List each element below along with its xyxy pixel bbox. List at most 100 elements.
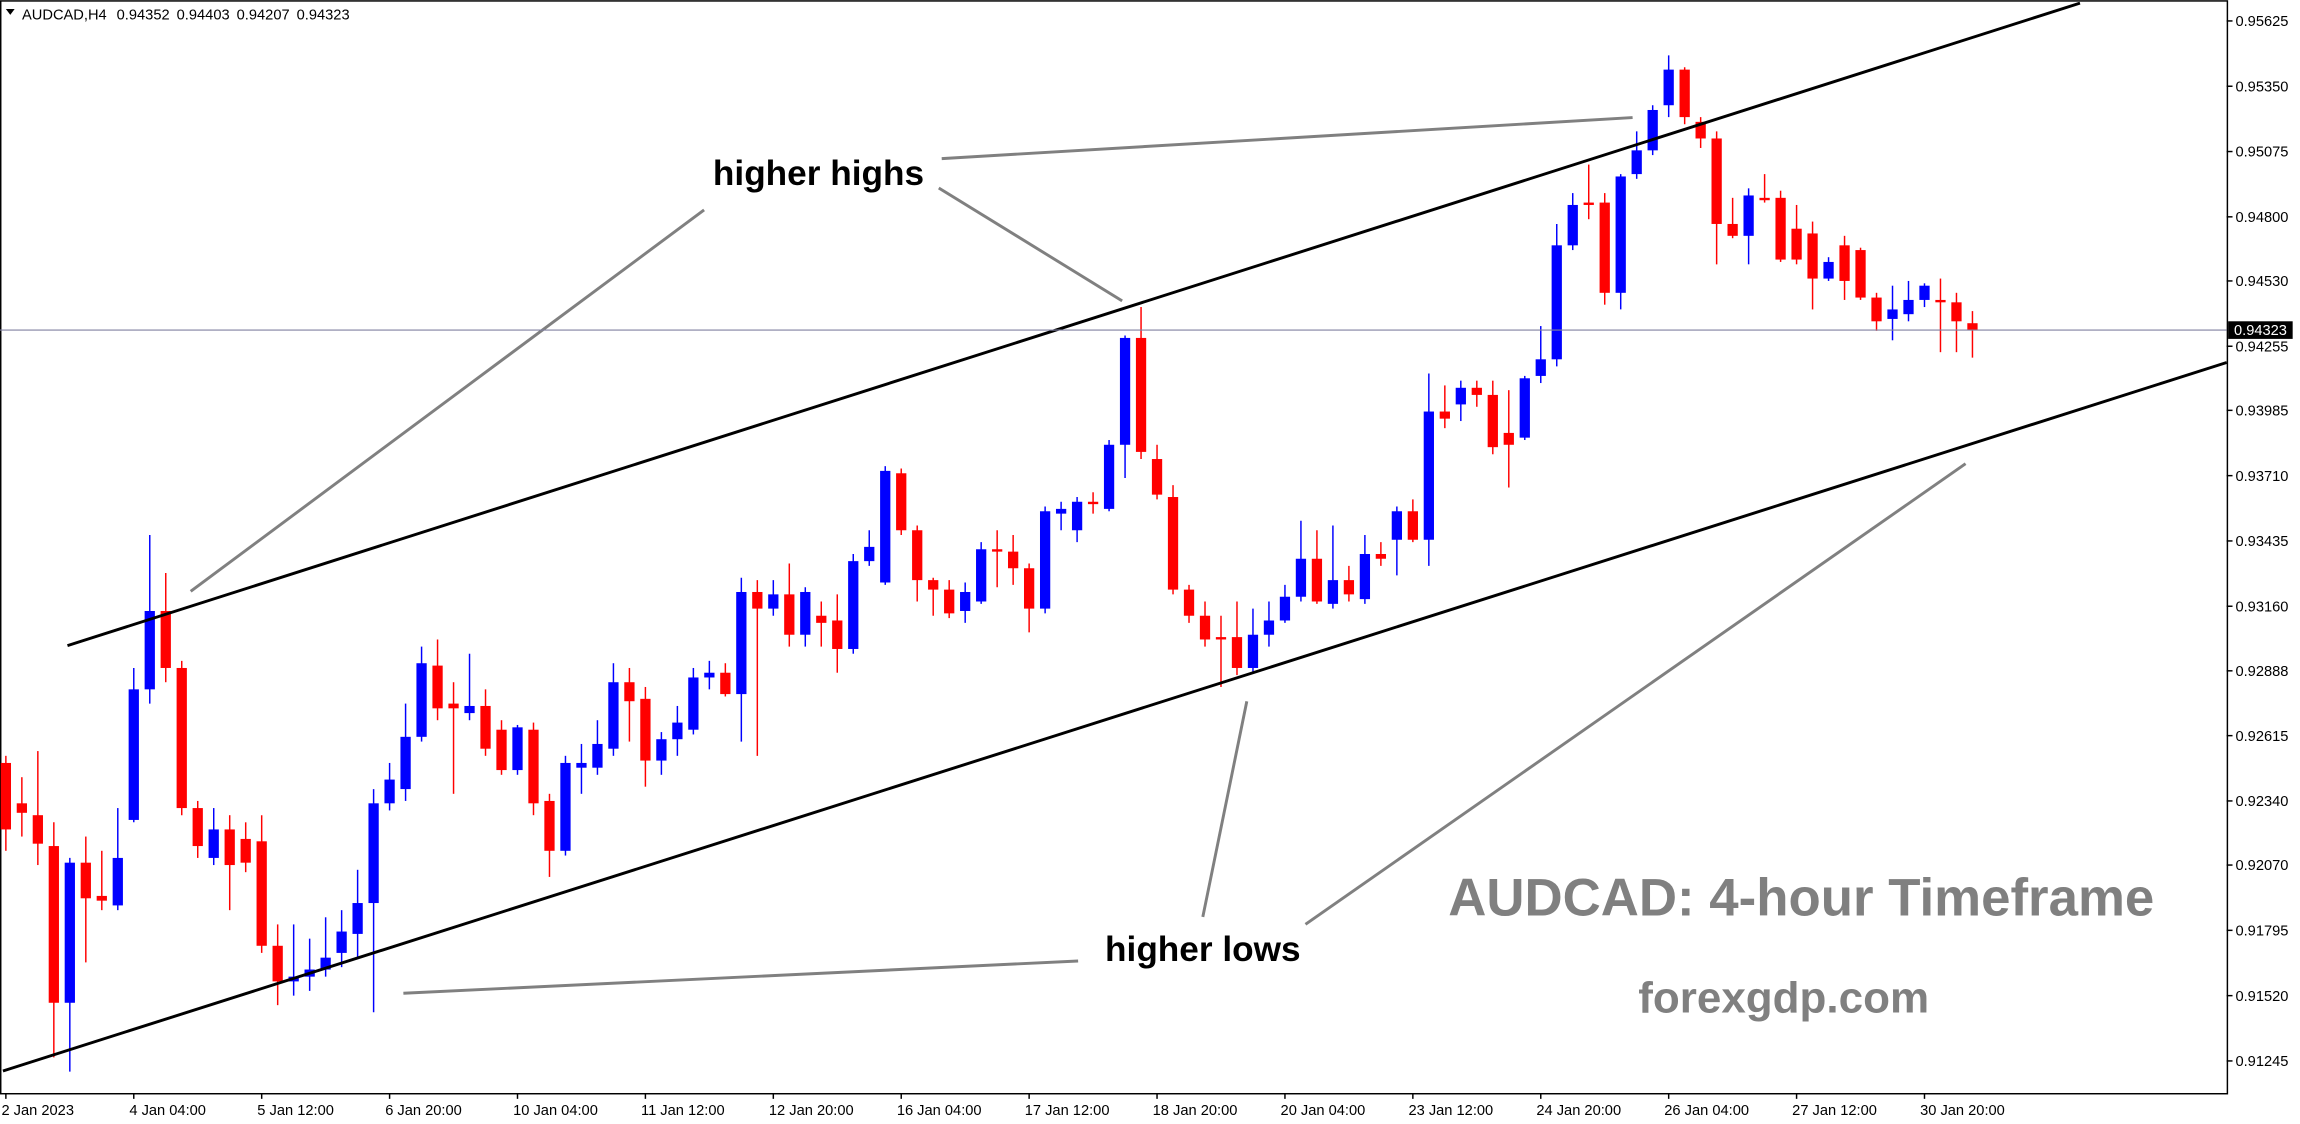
candle-body xyxy=(1247,634,1259,668)
candle-body xyxy=(1503,432,1514,445)
candle-body xyxy=(704,672,715,678)
x-tick-label: 30 Jan 20:00 xyxy=(1920,1103,2005,1119)
candle-body xyxy=(800,591,811,635)
candle-body xyxy=(1119,337,1131,445)
candle-body xyxy=(1151,459,1163,495)
candle-body xyxy=(368,803,379,904)
candle-body xyxy=(816,615,827,623)
candle-body xyxy=(0,762,12,830)
candle-body xyxy=(352,903,363,934)
candle-body xyxy=(192,808,203,847)
candle-body xyxy=(1823,261,1834,279)
header-close: 0.94323 xyxy=(297,7,350,23)
header-open: 0.94352 xyxy=(117,7,170,23)
candle-body xyxy=(1631,150,1642,175)
candle-body xyxy=(336,931,347,953)
candle-body xyxy=(1935,299,1946,303)
candle-body xyxy=(64,862,75,1003)
y-tick-label: 0.92888 xyxy=(2235,664,2288,680)
pointer-line xyxy=(941,116,1633,161)
y-tick-label: 0.93435 xyxy=(2235,534,2288,550)
candle-body xyxy=(1135,337,1147,452)
candle-body xyxy=(1487,394,1498,448)
candle-body xyxy=(400,736,411,790)
candle-body xyxy=(848,561,859,649)
y-tick-label: 0.94255 xyxy=(2235,339,2288,355)
candle-body xyxy=(1967,323,1978,331)
candle-body xyxy=(832,620,843,649)
pointers xyxy=(189,116,1967,995)
candle-body xyxy=(688,677,699,730)
candle-body xyxy=(1855,250,1866,298)
candle-body xyxy=(1711,138,1722,224)
y-tick-label: 0.93710 xyxy=(2235,469,2288,485)
y-tick-label: 0.92340 xyxy=(2235,794,2288,810)
candle-body xyxy=(1679,69,1690,118)
candle-body xyxy=(560,762,571,851)
candle-body xyxy=(1615,176,1626,293)
candle-body xyxy=(464,705,475,714)
candles xyxy=(0,55,1978,1072)
pointer-line xyxy=(1304,462,1967,926)
candle-body xyxy=(1807,233,1818,279)
candle-body xyxy=(1087,501,1099,505)
candle-body xyxy=(672,722,683,740)
candle-body xyxy=(1439,411,1450,419)
y-tick-label: 0.93160 xyxy=(2235,599,2288,615)
x-tick-label: 4 Jan 04:00 xyxy=(129,1103,206,1119)
y-tick-label: 0.91795 xyxy=(2235,923,2288,939)
x-tick-label: 20 Jan 04:00 xyxy=(1281,1103,1366,1119)
candle-body xyxy=(176,667,187,809)
candle-body xyxy=(912,530,923,581)
candle-body xyxy=(1055,508,1067,514)
pointer-line xyxy=(189,208,705,593)
candle-body xyxy=(112,857,123,906)
y-tick-label: 0.95625 xyxy=(2235,14,2288,30)
candle-body xyxy=(896,473,907,531)
candle-body xyxy=(656,739,667,761)
y-tick-label: 0.92615 xyxy=(2235,729,2288,745)
candle-body xyxy=(1871,297,1882,322)
candle-body xyxy=(240,838,251,863)
pointer-line xyxy=(403,959,1079,995)
candle-body xyxy=(1791,228,1802,260)
x-tick-label: 12 Jan 20:00 xyxy=(769,1103,854,1119)
candle-body xyxy=(128,689,139,820)
candle-body xyxy=(1231,637,1243,668)
candle-body xyxy=(1599,202,1610,293)
candle-body xyxy=(640,698,651,761)
candle-body xyxy=(768,594,779,609)
x-tick-label: 6 Jan 20:00 xyxy=(385,1103,462,1119)
candle-body xyxy=(544,800,555,851)
watermark-site: forexgdp.com xyxy=(1638,973,1929,1022)
candle-body xyxy=(1887,309,1898,319)
annotation: higher lows xyxy=(1105,930,1301,969)
y-tick-label: 0.93985 xyxy=(2235,403,2288,419)
candle-body xyxy=(1375,554,1387,559)
candle-body xyxy=(928,580,939,590)
candle-body xyxy=(496,729,507,771)
upper-trendline xyxy=(67,1,2081,648)
candle-body xyxy=(528,729,539,804)
lower-trendline xyxy=(2,361,2228,1073)
candle-body xyxy=(1919,285,1930,300)
x-tick-label: 2 Jan 2023 xyxy=(1,1103,74,1119)
candle-body xyxy=(1167,497,1179,590)
watermark-title: AUDCAD: 4-hour Timeframe xyxy=(1448,869,2154,928)
candle-body xyxy=(624,682,635,702)
candle-body xyxy=(592,743,603,768)
price-label: 0.94323 xyxy=(2234,323,2287,339)
y-tick-label: 0.91245 xyxy=(2235,1054,2288,1070)
candle-body xyxy=(224,829,235,866)
candle-body xyxy=(480,705,491,749)
pointer-line xyxy=(938,186,1123,303)
candle-body xyxy=(784,594,795,635)
candle-body xyxy=(608,682,619,749)
candle-body xyxy=(1471,387,1482,395)
candle-body xyxy=(80,862,91,899)
x-tick-label: 17 Jan 12:00 xyxy=(1025,1103,1110,1119)
candle-body xyxy=(512,727,523,771)
candle-body xyxy=(48,846,59,1003)
